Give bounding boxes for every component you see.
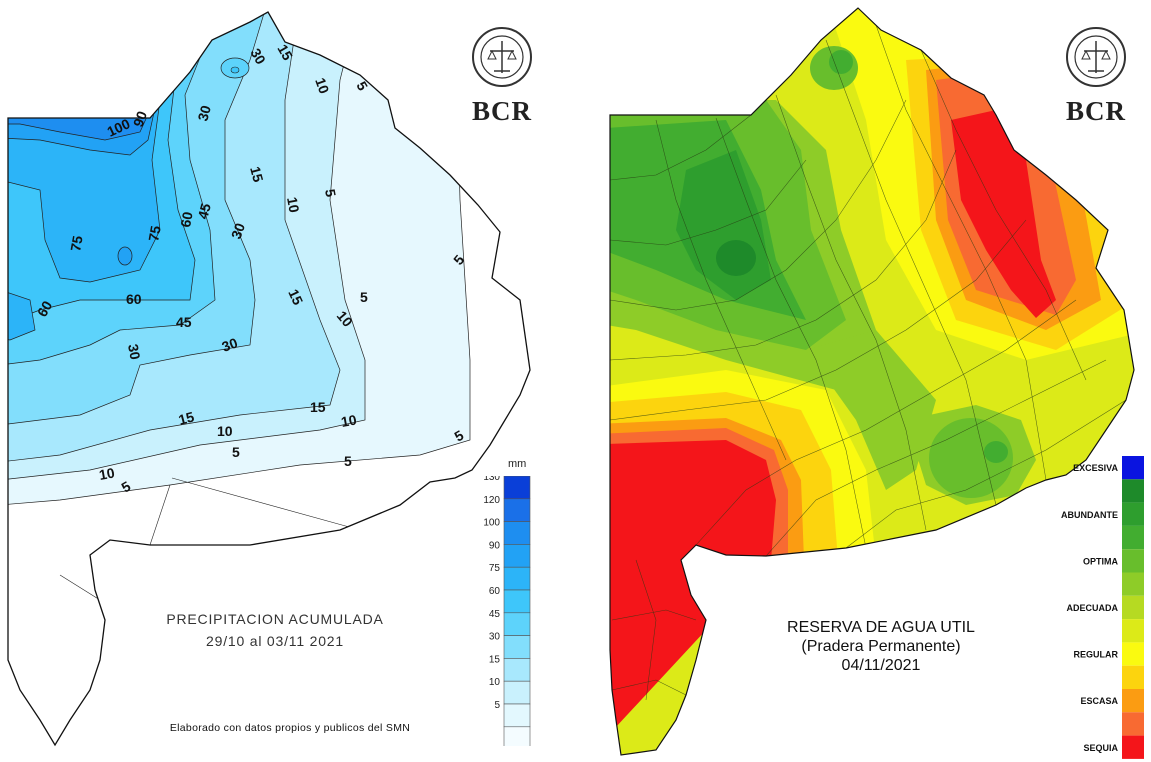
province-border	[7, 11, 531, 747]
legend-swatch	[1122, 502, 1144, 526]
contour-label-10: 10	[284, 196, 302, 214]
legend-swatch	[503, 589, 531, 614]
contour-label-75b: 75	[145, 224, 163, 242]
legend-swatch	[1122, 456, 1144, 480]
legend-swatch	[503, 476, 531, 500]
legend-swatch	[503, 521, 531, 545]
legend-swatch	[503, 680, 531, 705]
legend-swatch	[503, 612, 531, 636]
legend-label: 15	[489, 654, 501, 665]
contour-label-5e: 5	[344, 453, 352, 469]
bcr-seal-icon	[472, 27, 532, 87]
precipitation-title: PRECIPITACION ACUMULADA 29/10 al 03/11 2…	[140, 608, 410, 652]
contour-label-90: 90	[130, 109, 150, 129]
legend-unit: mm	[508, 458, 527, 470]
contour-label-15b: 15	[285, 287, 306, 308]
legend-swatch	[1122, 712, 1144, 736]
contour-label-5c: 5	[360, 289, 368, 305]
legend-swatch	[503, 544, 531, 568]
precipitation-map: 100 90 75 75 60 60 60 45 45 30 30 30 30 …	[7, 11, 531, 747]
bcr-logo: BCR	[452, 25, 552, 127]
legend-label: REGULAR	[1074, 650, 1119, 660]
legend-label: 120	[483, 495, 500, 506]
contour-label-5d: 5	[232, 444, 240, 460]
contour-label-10c: 10	[340, 411, 358, 429]
precipitation-title-line2: 29/10 al 03/11 2021	[206, 633, 344, 649]
water-reserve-title-line1: RESERVA DE AGUA UTIL	[787, 619, 975, 636]
legend-swatch	[1122, 479, 1144, 503]
legend-label: 75	[489, 563, 501, 574]
legend-swatch	[1122, 642, 1144, 666]
legend-label: 100	[483, 518, 500, 529]
precipitation-title-line1: PRECIPITACION ACUMULADA	[166, 611, 384, 627]
legend-label: 45	[489, 609, 501, 620]
legend-label: 90	[489, 540, 501, 551]
legend-swatch	[1122, 619, 1144, 643]
legend-label: EXCESIVA	[1073, 463, 1118, 473]
legend-label: ADECUADA	[1067, 603, 1119, 613]
legend-label: 130	[483, 476, 500, 483]
province-border-right	[609, 7, 1135, 756]
contour-label-10e: 10	[98, 464, 116, 482]
legend-swatch	[1122, 549, 1144, 573]
contour-label-60c: 60	[177, 210, 195, 228]
legend-swatch	[1122, 689, 1144, 713]
contour-label-15c: 15	[310, 399, 326, 415]
legend-label: 5	[494, 700, 500, 711]
legend-label: OPTIMA	[1083, 556, 1118, 566]
contour-label-30c: 30	[125, 343, 143, 361]
legend-label: ABUNDANTE	[1061, 510, 1118, 520]
bcr-logo-right: BCR	[1046, 25, 1146, 127]
legend-label: 10	[489, 677, 501, 688]
contour-label-15: 15	[247, 165, 267, 184]
contour-label-75: 75	[67, 234, 85, 252]
water-reserve-map	[609, 7, 1135, 756]
legend-swatch	[1122, 665, 1144, 689]
contour-label-10d: 10	[217, 423, 233, 439]
water-reserve-title-line2: (Pradera Permanente)	[801, 638, 961, 655]
legend-label: 60	[489, 586, 501, 597]
contour-label-30d: 30	[194, 103, 214, 122]
water-reserve-title-line3: 04/11/2021	[841, 657, 921, 674]
legend-swatch	[1122, 595, 1144, 620]
legend-label: 30	[489, 632, 501, 643]
legend-swatch	[1122, 525, 1144, 550]
legend-swatch	[1122, 735, 1144, 759]
contour-label-45: 45	[176, 314, 192, 330]
legend-swatch	[503, 658, 531, 682]
precipitation-credit: Elaborado con datos propios y publicos d…	[169, 722, 411, 734]
legend-swatch	[1122, 572, 1144, 596]
water-reserve-title: RESERVA DE AGUA UTIL (Pradera Permanente…	[736, 618, 1026, 675]
precipitation-map-panel: 100 90 75 75 60 60 60 45 45 30 30 30 30 …	[0, 0, 575, 762]
precipitation-legend: 130 120 100 90 75 60 45 30 15 10 5	[483, 476, 531, 746]
county-boundaries	[610, 24, 1127, 701]
legend-swatch	[503, 703, 531, 728]
water-reserve-map-panel: BCR EXCESIVA ABUNDANTE OPTIMA ADECUADA REGUL…	[576, 0, 1151, 762]
bcr-logo-text-right: BCR	[1065, 96, 1126, 126]
legend-swatch	[503, 635, 531, 659]
water-reserve-legend: EXCESIVA ABUNDANTE OPTIMA ADECUADA REGULAR ES…	[1061, 456, 1144, 759]
legend-swatch	[503, 498, 531, 522]
contour-label-10f: 10	[312, 76, 332, 96]
contour-label-30b: 30	[220, 334, 240, 354]
contour-label-15e: 15	[274, 42, 296, 64]
legend-label: SEQUIA	[1083, 743, 1118, 753]
contour-label-60b: 60	[34, 298, 56, 320]
contour-label-30e: 30	[247, 46, 269, 68]
contour-label-5: 5	[322, 188, 339, 199]
legend-label: ESCASA	[1080, 696, 1118, 706]
legend-swatch	[503, 566, 531, 591]
contour-label-15d: 15	[177, 408, 196, 428]
legend-swatch	[503, 726, 531, 746]
contour-label-45b: 45	[194, 201, 214, 220]
bcr-logo-text: BCR	[471, 96, 532, 126]
contour-label-30: 30	[228, 221, 248, 241]
contour-label-60: 60	[126, 291, 142, 307]
bcr-seal-icon-right	[1066, 27, 1126, 87]
